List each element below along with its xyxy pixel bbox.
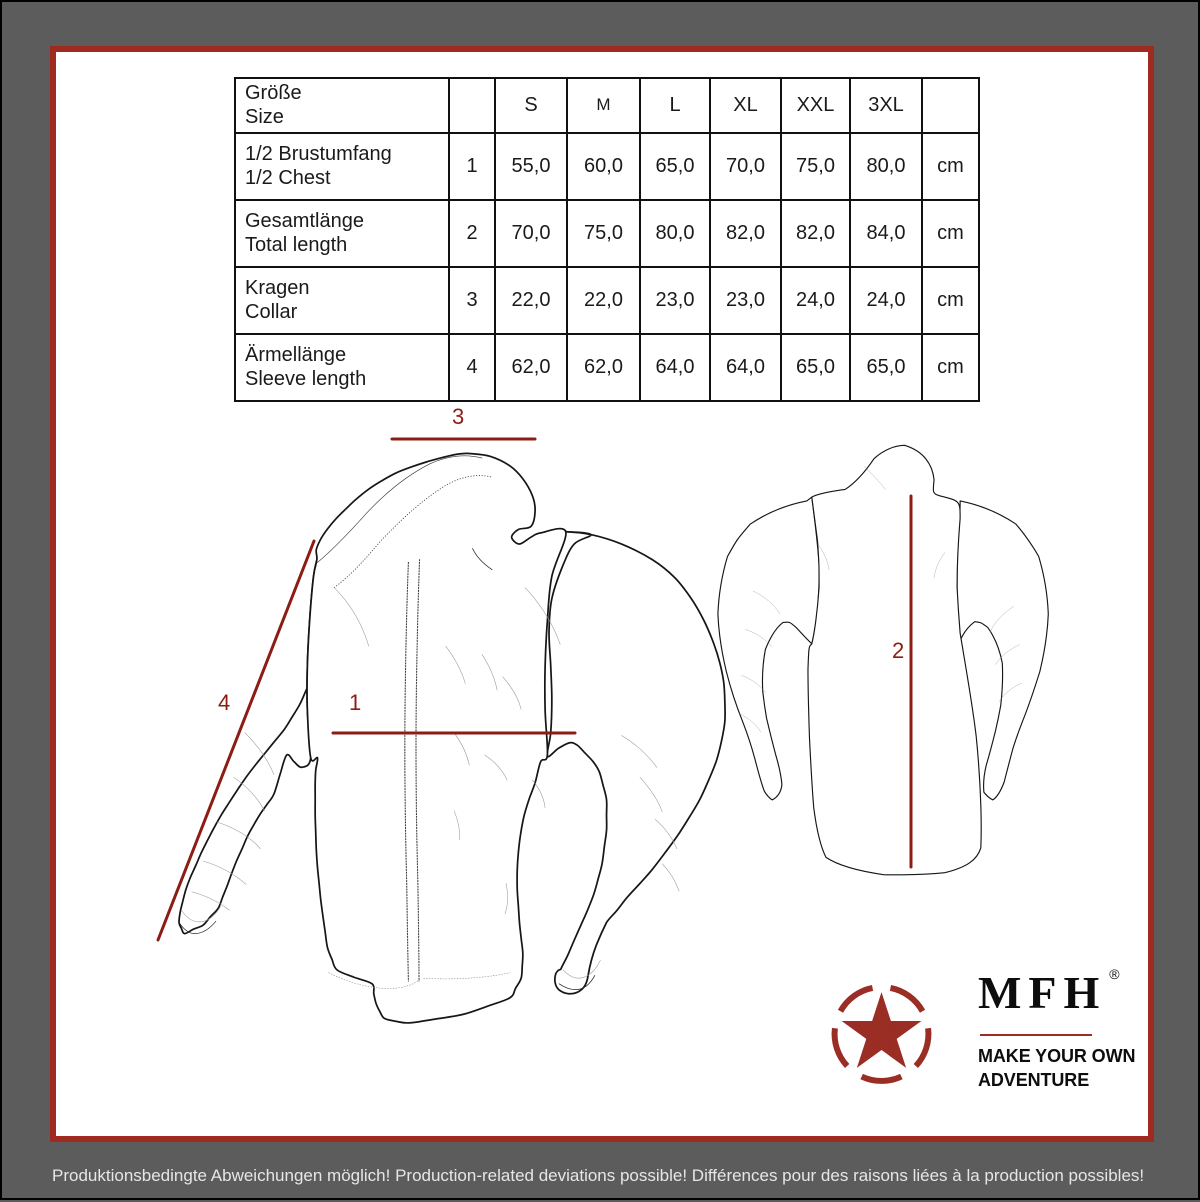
svg-text:4: 4 [218, 690, 230, 715]
svg-text:1: 1 [349, 690, 361, 715]
svg-text:3: 3 [452, 404, 464, 429]
svg-text:2: 2 [892, 638, 904, 663]
